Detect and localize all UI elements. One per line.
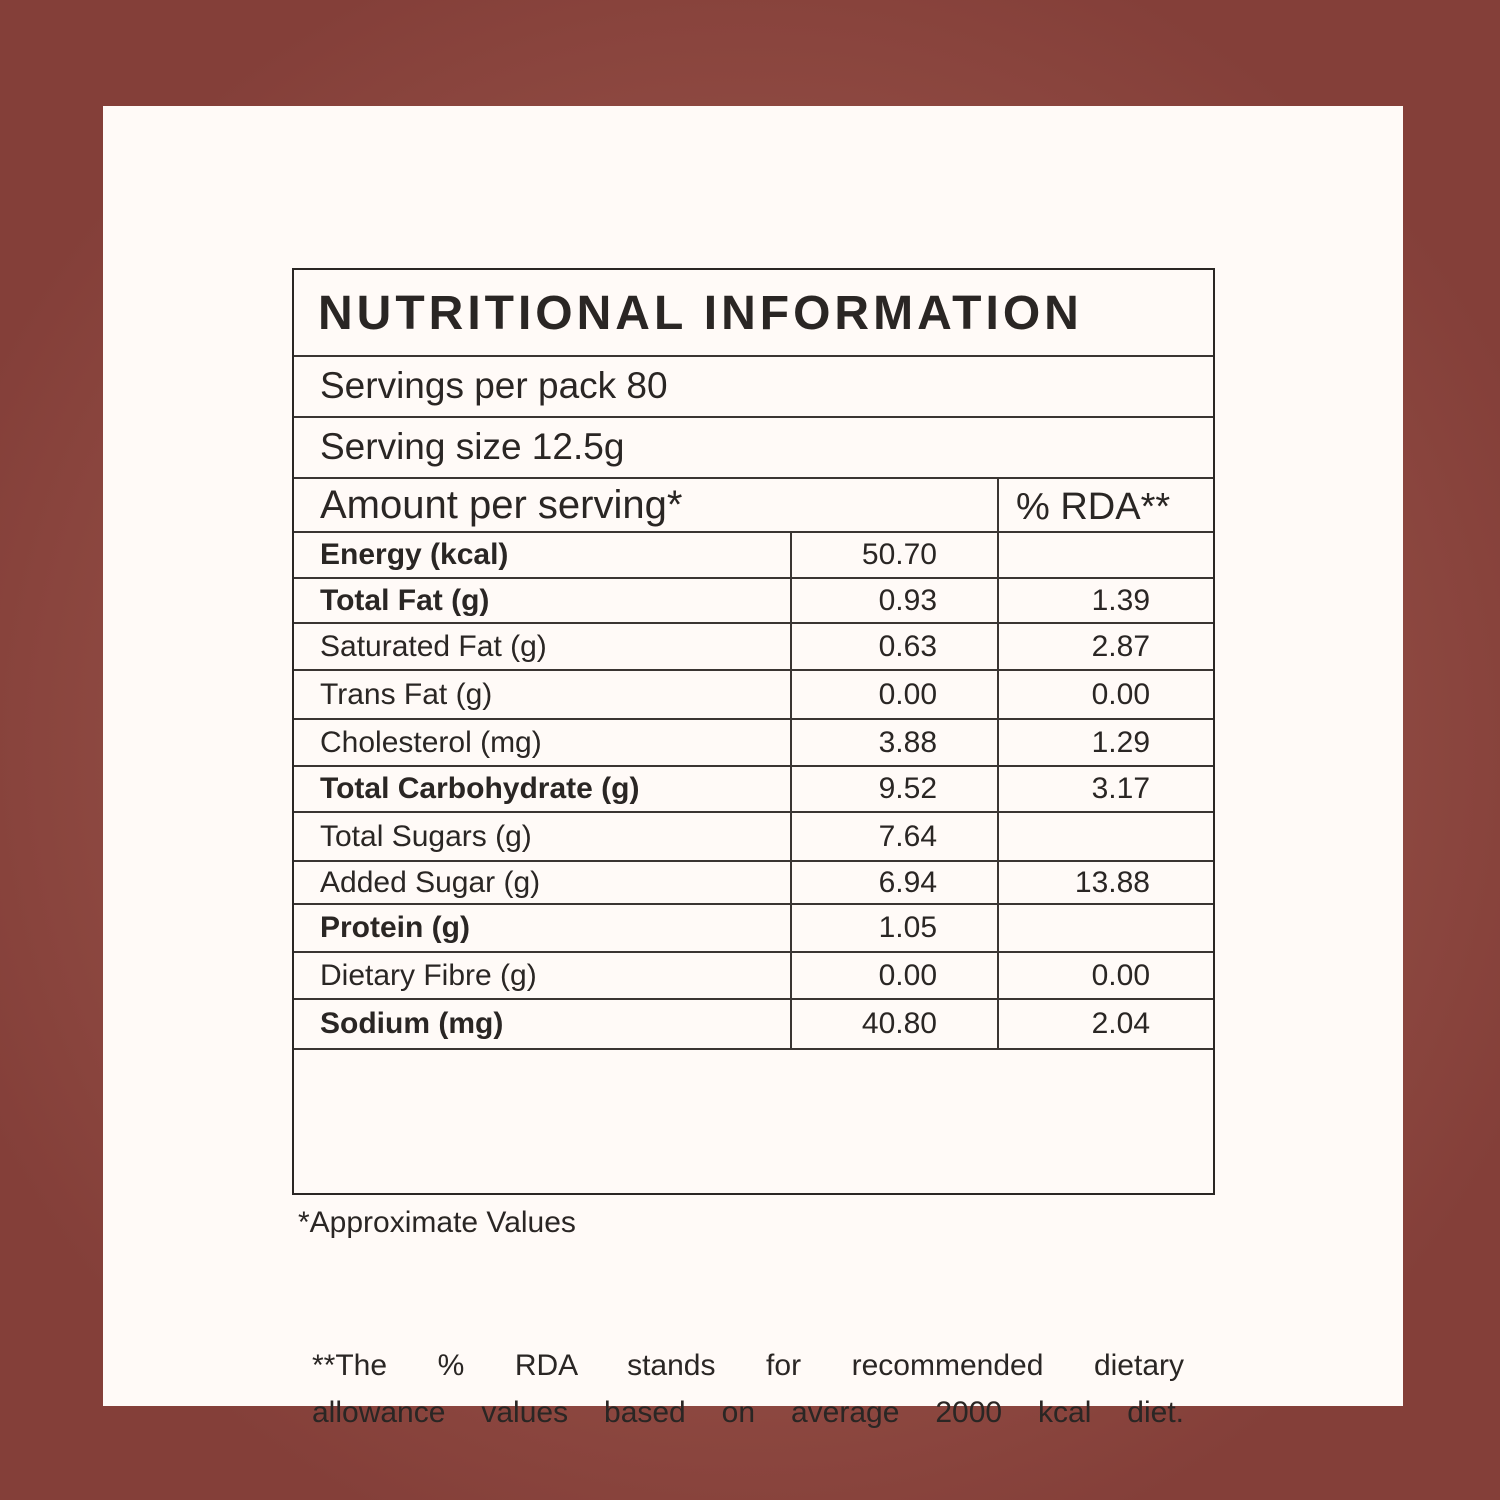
nutrient-label: Dietary Fibre (g) <box>320 958 537 992</box>
serving-size: Serving size 12.5g <box>320 426 625 467</box>
nutrient-rda <box>997 905 1150 951</box>
nutrient-label: Added Sugar (g) <box>320 865 541 899</box>
nutrient-label: Energy (kcal) <box>320 538 509 571</box>
nutrient-amount: 1.05 <box>790 905 937 951</box>
nutrient-label: Cholesterol (mg) <box>320 725 542 759</box>
table-title: NUTRITIONAL INFORMATION <box>318 287 1083 340</box>
nutrient-row: Added Sugar (g) 6.94 13.88 <box>294 862 1213 905</box>
footnote-line-2: allowance values based on average 2000 k… <box>312 1396 1184 1429</box>
nutrient-amount: 9.52 <box>790 767 937 811</box>
nutrient-row: Total Sugars (g) 7.64 <box>294 813 1213 862</box>
nutrient-row: Dietary Fibre (g) 0.00 0.00 <box>294 953 1213 1000</box>
nutrient-amount: 0.93 <box>790 579 937 622</box>
nutrient-label: Protein (g) <box>320 911 470 944</box>
nutrient-rda: 1.29 <box>1091 725 1150 759</box>
nutrient-row: Saturated Fat (g) 0.63 2.87 <box>294 624 1213 671</box>
nutrient-label: Trans Fat (g) <box>320 677 493 711</box>
nutrient-rda: 1.39 <box>1091 583 1150 617</box>
nutrient-amount: 0.63 <box>790 624 937 669</box>
nutrient-rda: 0.00 <box>1091 677 1150 711</box>
nutrient-rda: 2.04 <box>1091 1007 1150 1040</box>
nutrient-row: Trans Fat (g) 0.00 0.00 <box>294 671 1213 720</box>
serving-size-row: Serving size 12.5g <box>294 418 1213 479</box>
label-panel <box>103 106 1403 1406</box>
nutrient-amount: 7.64 <box>790 813 937 860</box>
nutrient-row: Total Fat (g) 0.93 1.39 <box>294 579 1213 624</box>
title-row: NUTRITIONAL INFORMATION <box>294 270 1213 357</box>
nutrient-rda: 0.00 <box>1091 958 1150 992</box>
nutrient-label: Total Carbohydrate (g) <box>320 772 640 805</box>
nutrient-rda <box>997 533 1150 577</box>
nutrient-amount: 6.94 <box>790 862 937 903</box>
nutrient-amount: 0.00 <box>790 953 937 998</box>
nutrient-label: Total Sugars (g) <box>320 819 532 853</box>
amount-header: Amount per serving* <box>320 483 683 527</box>
nutrient-rda: 2.87 <box>1091 629 1150 663</box>
nutrient-amount: 40.80 <box>790 1000 937 1048</box>
nutrient-rda: 13.88 <box>1074 865 1150 899</box>
nutrient-amount: 3.88 <box>790 720 937 765</box>
nutrient-row: Sodium (mg) 40.80 2.04 <box>294 1000 1213 1050</box>
nutrient-label: Sodium (mg) <box>320 1007 504 1040</box>
approximate-values-note: *Approximate Values <box>298 1206 576 1239</box>
nutrient-rda: 3.17 <box>1091 772 1150 805</box>
nutrient-amount: 0.00 <box>790 671 937 718</box>
footnote-line-1: **The % RDA stands for recommended dieta… <box>312 1349 1184 1382</box>
nutrient-label: Saturated Fat (g) <box>320 629 547 663</box>
nutrient-row: Total Carbohydrate (g) 9.52 3.17 <box>294 767 1213 813</box>
nutrient-row: Energy (kcal) 50.70 <box>294 533 1213 579</box>
nutrient-label: Total Fat (g) <box>320 583 490 617</box>
nutrient-rda <box>997 813 1150 860</box>
nutrient-row: Protein (g) 1.05 <box>294 905 1213 953</box>
nutrition-table: NUTRITIONAL INFORMATION Servings per pac… <box>292 268 1215 1429</box>
nutrient-amount: 50.70 <box>790 533 937 577</box>
footnote: **The % RDA stands for recommended dieta… <box>312 1342 1184 1436</box>
servings-row: Servings per pack 80 <box>294 357 1213 418</box>
header-row: Amount per serving* % RDA** <box>294 479 1213 533</box>
rda-header: % RDA** <box>1016 486 1171 528</box>
servings-per-pack: Servings per pack 80 <box>320 365 668 406</box>
nutrient-row: Cholesterol (mg) 3.88 1.29 <box>294 720 1213 767</box>
